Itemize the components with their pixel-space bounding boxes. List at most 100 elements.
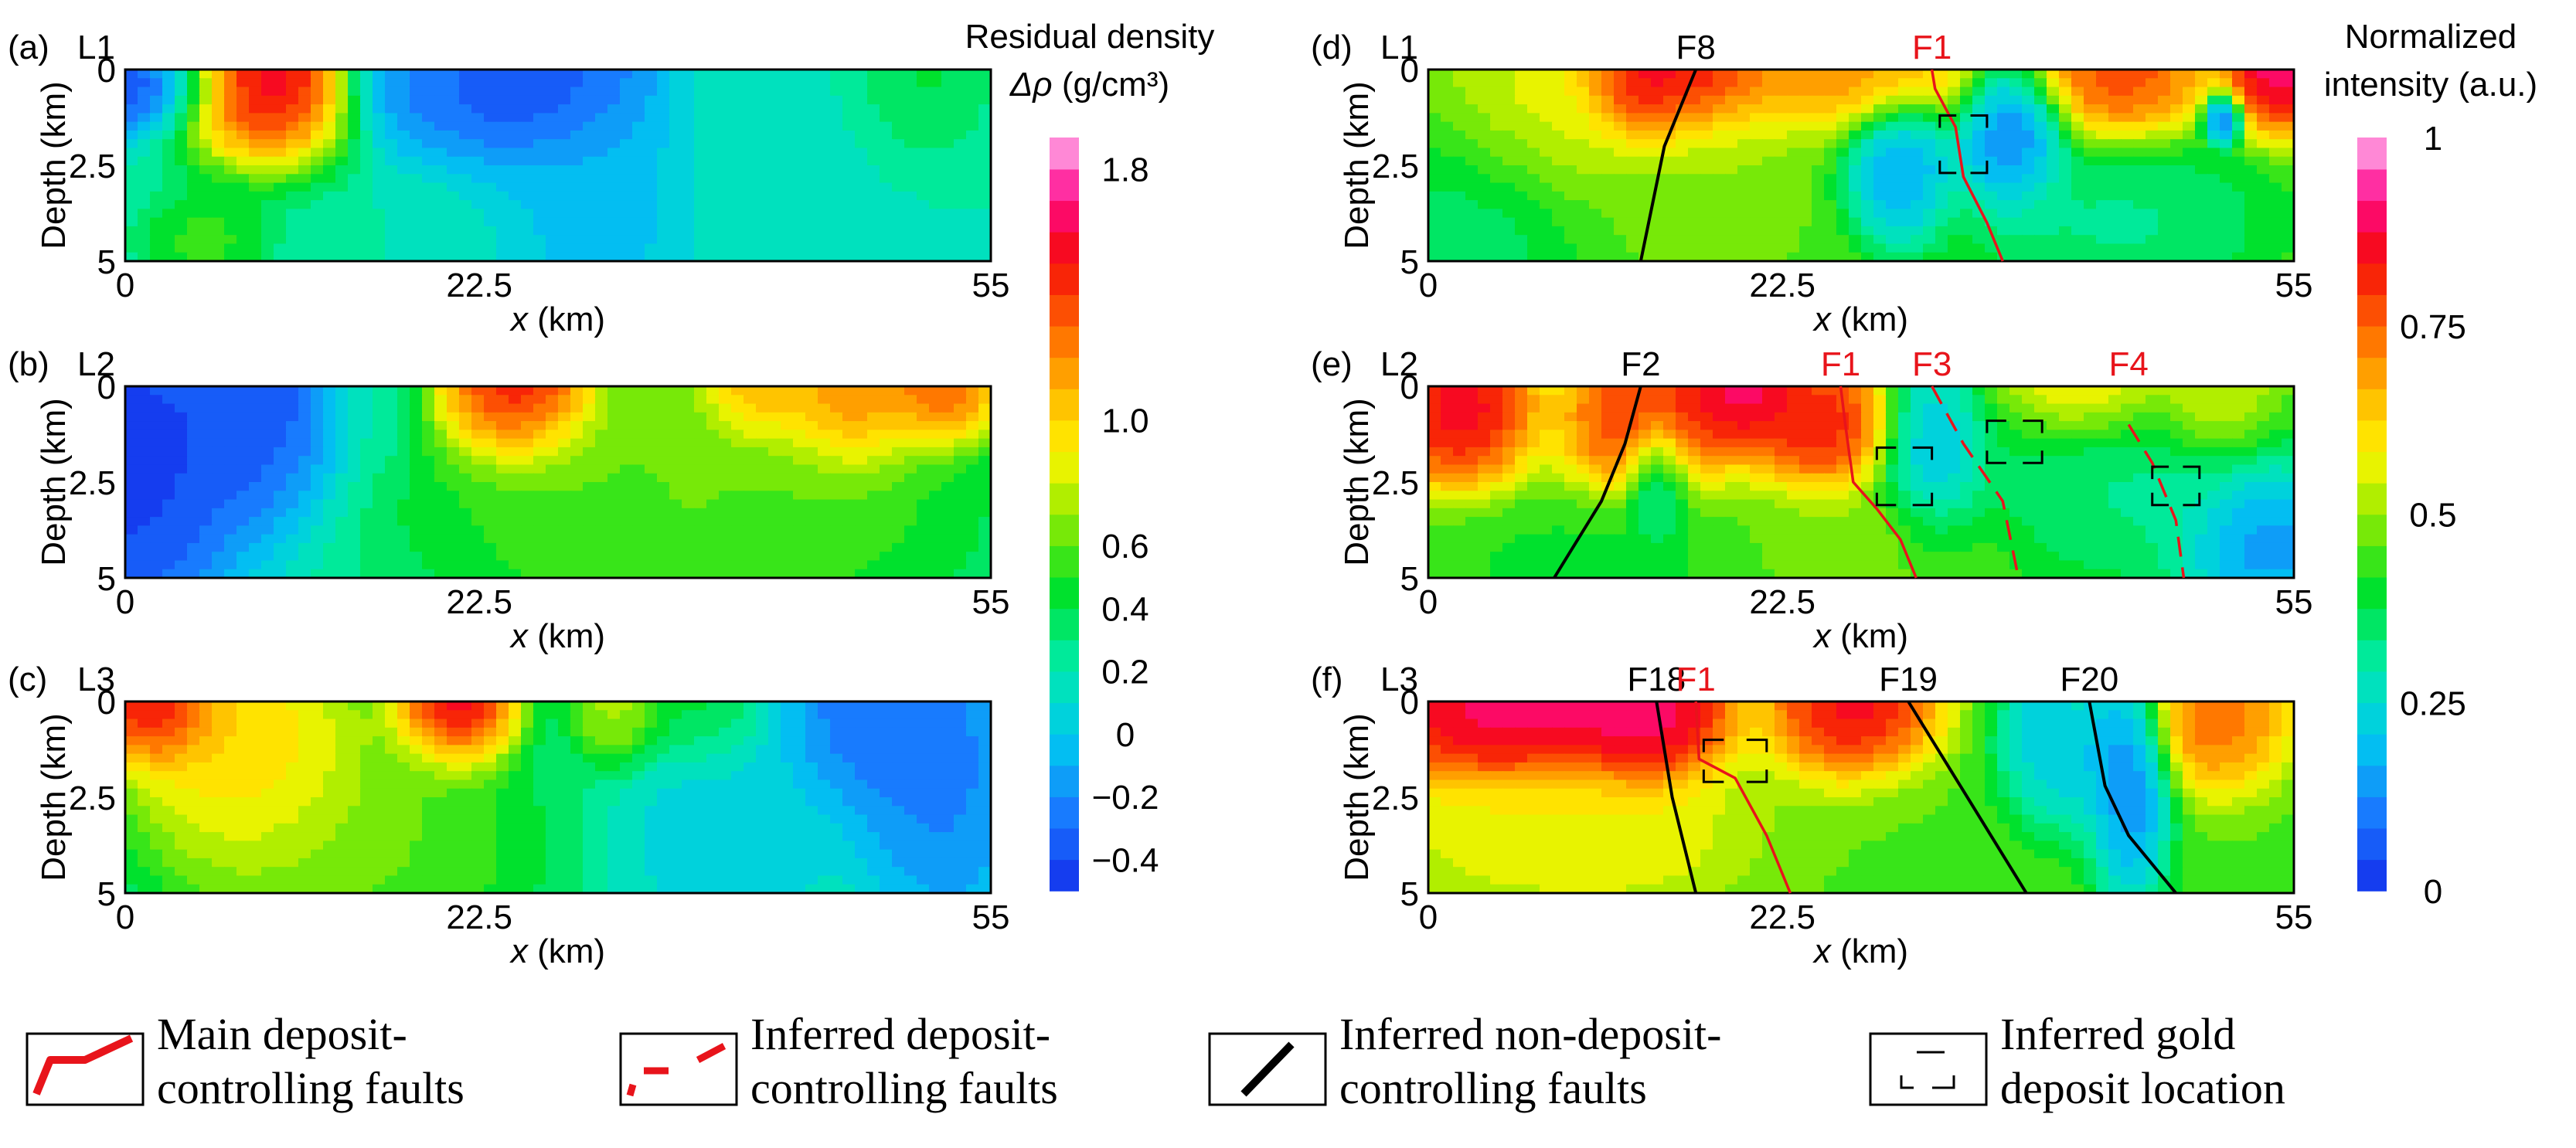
heatmap-cell xyxy=(373,542,386,553)
heatmap-cell xyxy=(237,814,250,824)
heatmap-cell xyxy=(385,156,398,166)
heatmap-cell xyxy=(731,771,744,781)
heatmap-cell xyxy=(558,235,571,245)
heatmap-cell xyxy=(335,438,349,448)
heatmap-cell xyxy=(855,823,868,833)
heatmap-cell xyxy=(880,806,893,816)
heatmap-cell xyxy=(509,517,522,527)
heatmap-cell xyxy=(793,499,806,509)
heatmap-cell xyxy=(323,849,336,859)
heatmap-cell xyxy=(793,858,806,868)
heatmap-cell xyxy=(385,508,398,518)
heatmap-cell xyxy=(595,226,608,236)
heatmap-cell xyxy=(509,499,522,509)
heatmap-cell xyxy=(509,235,522,245)
heatmap-cell xyxy=(360,499,373,509)
heatmap-cell xyxy=(410,252,423,261)
heatmap-cell xyxy=(954,797,967,807)
heatmap-cell xyxy=(298,226,311,236)
heatmap-cell xyxy=(348,130,361,141)
heatmap-cell xyxy=(781,762,794,773)
heatmap-cell xyxy=(719,482,732,492)
heatmap-cell xyxy=(509,191,522,201)
heatmap-cell xyxy=(397,560,410,570)
heatmap-cell xyxy=(496,832,509,842)
heatmap-cell xyxy=(311,464,324,474)
heatmap-cell xyxy=(966,797,979,807)
heatmap-cell xyxy=(323,788,336,798)
heatmap-cell xyxy=(880,226,893,236)
heatmap-cell xyxy=(607,736,621,746)
heatmap-cell xyxy=(212,200,225,210)
heatmap-cell xyxy=(360,517,373,527)
heatmap-cell xyxy=(768,403,781,413)
heatmap-cell xyxy=(447,552,460,562)
heatmap-cell xyxy=(966,130,979,141)
heatmap-cell xyxy=(199,464,213,474)
heatmap-cell xyxy=(694,841,707,851)
heatmap-cell xyxy=(694,456,707,466)
heatmap-cell xyxy=(447,727,460,737)
heatmap-cell xyxy=(781,209,794,219)
heatmap-cell xyxy=(311,701,324,712)
heatmap-cell xyxy=(360,217,373,227)
heatmap-cell xyxy=(929,464,942,474)
heatmap-cell xyxy=(286,200,299,210)
heatmap-cell xyxy=(484,243,497,253)
heatmap-cell xyxy=(632,534,645,544)
heatmap-cell xyxy=(509,95,522,105)
heatmap-cell xyxy=(286,542,299,553)
heatmap-cell xyxy=(422,165,435,175)
heatmap-cell xyxy=(941,395,955,405)
heatmap-cell xyxy=(583,113,596,123)
heatmap-cell xyxy=(1428,70,1441,80)
heatmap-cell xyxy=(756,156,769,166)
heatmap-cell xyxy=(471,156,485,166)
heatmap-cell xyxy=(335,217,349,227)
heatmap-cell xyxy=(335,858,349,868)
heatmap-cell xyxy=(954,386,967,396)
heatmap-cell xyxy=(496,814,509,824)
heatmap-cell xyxy=(830,517,843,527)
heatmap-cell xyxy=(867,797,880,807)
heatmap-cell xyxy=(917,165,930,175)
heatmap-cell xyxy=(175,87,188,97)
heatmap-cell xyxy=(509,148,522,158)
heatmap-cell xyxy=(521,200,534,210)
heatmap-cell xyxy=(669,209,682,219)
heatmap-cell xyxy=(286,569,299,578)
heatmap-cell xyxy=(583,217,596,227)
heatmap-cell xyxy=(805,560,818,570)
heatmap-cell xyxy=(929,78,942,88)
heatmap-cell xyxy=(150,806,163,816)
heatmap-cell xyxy=(125,243,138,253)
heatmap-cell xyxy=(335,121,349,131)
heatmap-cell xyxy=(805,226,818,236)
heatmap-cell xyxy=(373,209,386,219)
heatmap-cell xyxy=(422,95,435,105)
heatmap-cell xyxy=(781,174,794,184)
heatmap-cell xyxy=(410,421,423,431)
heatmap-cell xyxy=(496,447,509,457)
heatmap-cell xyxy=(212,243,225,253)
heatmap-cell xyxy=(459,473,472,483)
heatmap-cell xyxy=(978,797,991,807)
heatmap-cell xyxy=(484,148,497,158)
heatmap-cell xyxy=(459,771,472,781)
heatmap-cell xyxy=(657,560,670,570)
heatmap-cell xyxy=(348,517,361,527)
heatmap-cell xyxy=(706,701,720,712)
heatmap-cell xyxy=(781,148,794,158)
heatmap-cell xyxy=(1663,104,1676,114)
heatmap-cell xyxy=(261,217,274,227)
heatmap-cell xyxy=(595,542,608,553)
heatmap-cell xyxy=(249,456,262,466)
heatmap-cell xyxy=(855,121,868,131)
heatmap-cell xyxy=(335,78,349,88)
heatmap-cell xyxy=(880,182,893,192)
heatmap-cell xyxy=(224,718,237,729)
heatmap-cell xyxy=(397,499,410,509)
heatmap-cell xyxy=(595,395,608,405)
heatmap-cell xyxy=(941,779,955,790)
y-tick-label: 2.5 xyxy=(69,464,116,502)
